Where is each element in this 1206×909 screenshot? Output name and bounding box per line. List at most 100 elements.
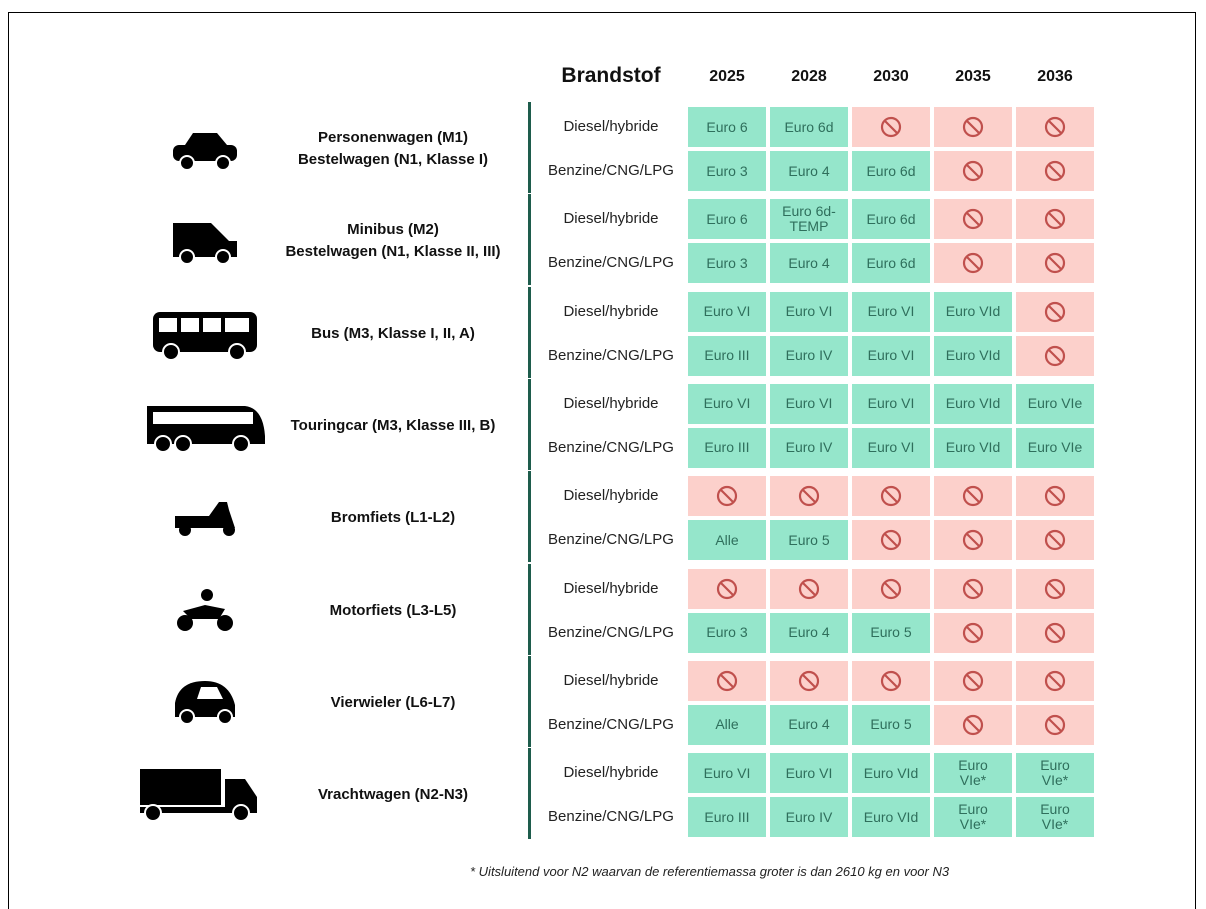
banned-cell bbox=[1016, 335, 1094, 376]
group-bar bbox=[528, 471, 531, 563]
standard-cell: Euro 4 bbox=[770, 704, 848, 745]
banned-cell bbox=[770, 476, 848, 517]
banned-cell bbox=[852, 520, 930, 561]
fuel-label: Diesel/hybride bbox=[563, 118, 659, 135]
standard-cell: Euro VIe* bbox=[934, 753, 1012, 794]
standard-cell: Euro 3 bbox=[688, 243, 766, 284]
standard-cell: Euro 5 bbox=[852, 612, 930, 653]
banned-cell bbox=[770, 568, 848, 609]
footnote: * Uitsluitend voor N2 waarvan de referen… bbox=[470, 864, 950, 879]
icon bbox=[147, 405, 265, 453]
year-header: 2028 bbox=[791, 68, 827, 85]
group-bar bbox=[528, 102, 531, 193]
standard-cell: Euro VI bbox=[688, 291, 766, 332]
icon bbox=[177, 588, 233, 631]
standard-cell: Euro VId bbox=[934, 291, 1012, 332]
standard-cell: Euro VId bbox=[934, 427, 1012, 468]
banned-cell bbox=[688, 568, 766, 609]
banned-cell bbox=[1016, 660, 1094, 701]
banned-cell bbox=[1016, 476, 1094, 517]
banned-cell bbox=[852, 476, 930, 517]
vehicle-label: Vierwieler (L6-L7) bbox=[330, 693, 456, 711]
standard-cell: Euro VIe bbox=[1016, 383, 1094, 424]
fuel-label: Benzine/CNG/LPG bbox=[548, 808, 674, 826]
fuel-label: Benzine/CNG/LPG bbox=[548, 623, 674, 641]
vehicle-icon bbox=[140, 304, 270, 368]
banned-cell bbox=[770, 660, 848, 701]
group-bar bbox=[528, 655, 531, 747]
vehicle-label: Bromfiets (L1-L2) bbox=[330, 509, 456, 527]
standard-cell: Euro IV bbox=[770, 797, 848, 838]
year-header: 2036 bbox=[1037, 68, 1073, 85]
banned-cell bbox=[1016, 199, 1094, 240]
standard-cell: Euro VIe bbox=[1016, 427, 1094, 468]
fuel-label: Diesel/hybride bbox=[563, 764, 659, 782]
fuel-label: Diesel/hybride bbox=[563, 579, 659, 597]
icon bbox=[175, 680, 235, 725]
standard-cell: Euro 6d bbox=[852, 243, 930, 284]
standard-cell: Euro VI bbox=[852, 383, 930, 424]
standard-cell: Euro 6d bbox=[770, 107, 848, 147]
standard-cell: Euro 6d-TEMP bbox=[770, 199, 848, 240]
vehicle-icon bbox=[140, 673, 270, 737]
standard-cell: Euro 5 bbox=[852, 704, 930, 745]
vehicle-icon bbox=[140, 211, 270, 275]
banned-cell bbox=[1016, 520, 1094, 561]
standard-cell: Euro VId bbox=[934, 335, 1012, 376]
group-bar bbox=[528, 194, 531, 286]
standard-cell: Euro 3 bbox=[688, 612, 766, 653]
banned-cell bbox=[934, 568, 1012, 609]
standard-cell: Alle bbox=[688, 704, 766, 745]
icon bbox=[173, 133, 237, 171]
icon bbox=[153, 311, 257, 361]
standard-cell: Euro III bbox=[688, 335, 766, 376]
fuel-label: Diesel/hybride bbox=[563, 302, 659, 320]
banned-cell bbox=[852, 568, 930, 609]
banned-cell bbox=[852, 107, 930, 147]
banned-cell bbox=[852, 660, 930, 701]
standard-cell: Euro 4 bbox=[770, 243, 848, 284]
standard-cell: Euro IV bbox=[770, 427, 848, 468]
vehicle-label: Bestelwagen (N1, Klasse I) bbox=[297, 151, 489, 168]
banned-cell bbox=[934, 243, 1012, 284]
standard-cell: Euro VIe* bbox=[1016, 797, 1094, 838]
standard-cell: Euro 6d bbox=[852, 151, 930, 191]
banned-cell bbox=[934, 151, 1012, 191]
standard-cell: Euro VI bbox=[852, 335, 930, 376]
standard-cell: Euro III bbox=[688, 427, 766, 468]
frame bbox=[8, 12, 1196, 909]
standard-cell: Euro 4 bbox=[770, 151, 848, 191]
fuel-header: Brandstof bbox=[561, 64, 661, 87]
banned-cell bbox=[1016, 704, 1094, 745]
vehicle-icon bbox=[137, 765, 270, 829]
standard-cell: Euro VI bbox=[852, 291, 930, 332]
vehicle-icon bbox=[140, 119, 270, 183]
vehicle-icon bbox=[140, 396, 270, 460]
standard-cell: Euro VId bbox=[852, 753, 930, 794]
banned-cell bbox=[934, 476, 1012, 517]
banned-cell bbox=[934, 199, 1012, 240]
standard-cell: Euro 6 bbox=[688, 107, 766, 147]
banned-cell bbox=[688, 476, 766, 517]
banned-cell bbox=[1016, 291, 1094, 332]
standard-cell: Euro VI bbox=[770, 383, 848, 424]
group-bar bbox=[528, 563, 531, 655]
group-bar bbox=[528, 378, 531, 470]
banned-cell bbox=[1016, 568, 1094, 609]
standard-cell: Euro 5 bbox=[770, 520, 848, 561]
banned-cell bbox=[1016, 612, 1094, 653]
vehicle-icon bbox=[140, 488, 270, 552]
standard-cell: Euro VId bbox=[852, 797, 930, 838]
standard-cell: Euro VIe* bbox=[1016, 753, 1094, 794]
year-header: 2025 bbox=[709, 68, 745, 85]
year-header: 2035 bbox=[955, 68, 991, 85]
standard-cell: Euro VI bbox=[688, 753, 766, 794]
banned-cell bbox=[934, 660, 1012, 701]
standard-cell: Euro 6 bbox=[688, 199, 766, 240]
banned-cell bbox=[1016, 243, 1094, 284]
fuel-label: Benzine/CNG/LPG bbox=[548, 162, 674, 179]
vehicle-label: Touringcar (M3, Klasse III, B) bbox=[290, 416, 496, 434]
icon bbox=[175, 502, 235, 537]
vehicle-label: Bus (M3, Klasse I, II, A) bbox=[311, 324, 475, 342]
